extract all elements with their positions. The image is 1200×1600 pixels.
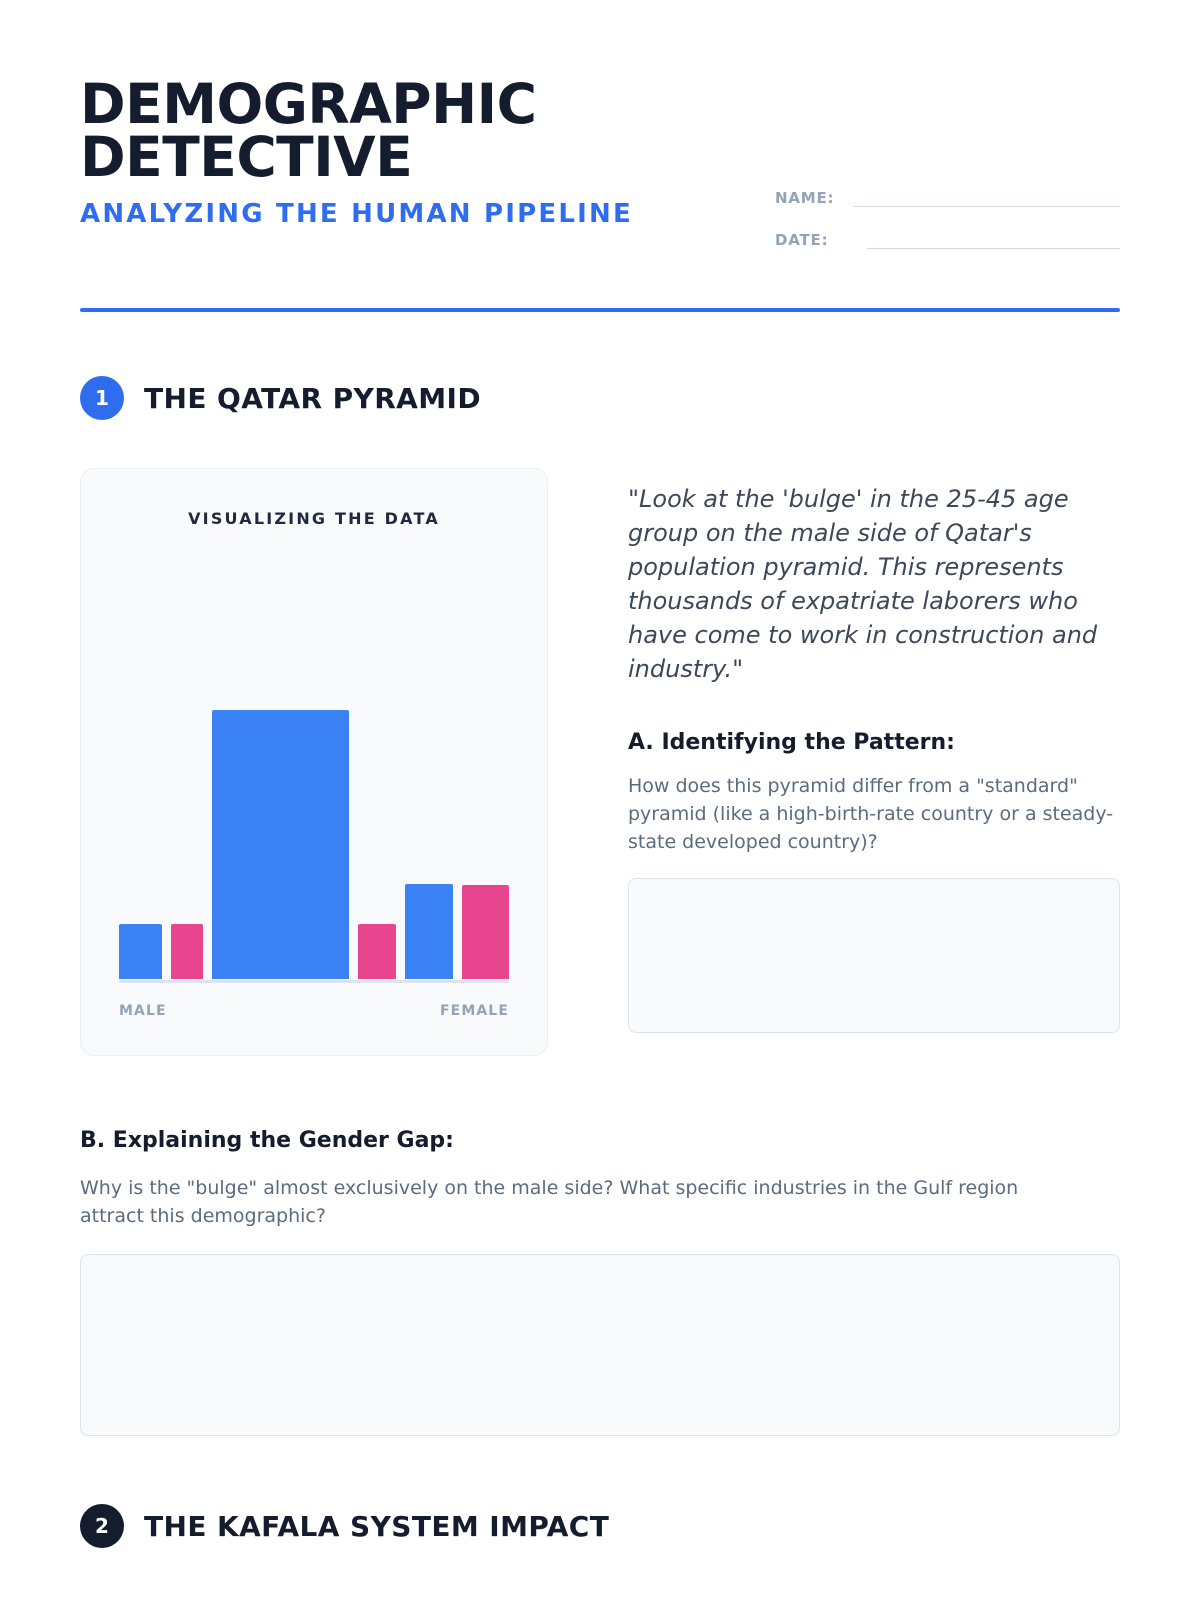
bar-25-45-female	[358, 924, 396, 979]
question-a-answer-box[interactable]	[628, 878, 1120, 1034]
section-1-title: THE QATAR PYRAMID	[144, 381, 481, 415]
date-input[interactable]	[867, 228, 1120, 249]
page-title: DEMOGRAPHIC DETECTIVE	[80, 77, 633, 185]
section-1-header: 1 THE QATAR PYRAMID	[80, 376, 1120, 420]
analyst-quote: "Look at the 'bulge' in the 25-45 age gr…	[628, 485, 1098, 684]
section-1-right-column: "Look at the 'bulge' in the 25-45 age gr…	[628, 468, 1120, 1034]
section-1-number-badge: 1	[80, 376, 124, 420]
date-field-row: DATE:	[775, 228, 1120, 249]
section-2-number-badge: 2	[80, 1504, 124, 1549]
section-2-header: 2 THE KAFALA SYSTEM IMPACT	[80, 1504, 1120, 1549]
name-input[interactable]	[853, 186, 1120, 207]
chart-axis-labels: MALE FEMALE	[119, 1003, 509, 1019]
page-subtitle: ANALYZING THE HUMAN PIPELINE	[80, 198, 633, 229]
axis-label-male: MALE	[119, 1003, 167, 1019]
chart-title: VISUALIZING THE DATA	[188, 509, 440, 528]
population-pyramid-chart	[119, 649, 509, 979]
chart-axis-line	[119, 980, 509, 983]
axis-label-female: FEMALE	[440, 1003, 509, 1019]
question-b-answer-box[interactable]	[80, 1254, 1120, 1437]
student-meta-block: NAME: DATE:	[775, 186, 1120, 270]
page-title-line-2: DETECTIVE	[80, 125, 413, 190]
bar-46-plus-female	[462, 885, 509, 979]
section-1-body: VISUALIZING THE DATA MALE FEMALE "Look a…	[80, 468, 1120, 1056]
page-header: DEMOGRAPHIC DETECTIVE ANALYZING THE HUMA…	[80, 0, 1120, 270]
name-label: NAME:	[775, 189, 835, 207]
name-field-row: NAME:	[775, 186, 1120, 207]
date-label: DATE:	[775, 231, 829, 249]
title-block: DEMOGRAPHIC DETECTIVE ANALYZING THE HUMA…	[80, 77, 633, 229]
page-title-line-1: DEMOGRAPHIC	[80, 72, 537, 136]
question-b-block: B. Explaining the Gender Gap: Why is the…	[80, 1128, 1120, 1437]
population-pyramid-chart-card: VISUALIZING THE DATA MALE FEMALE	[80, 468, 548, 1056]
bar-0-24-male	[119, 924, 162, 979]
header-divider	[80, 308, 1120, 312]
question-a-heading: A. Identifying the Pattern:	[628, 730, 955, 756]
bar-25-45-male	[212, 710, 349, 979]
bar-0-24-female	[171, 924, 203, 979]
question-b-heading: B. Explaining the Gender Gap:	[80, 1128, 454, 1153]
question-b-prompt: Why is the "bulge" almost exclusively on…	[80, 1177, 1019, 1227]
bar-46-plus-male	[405, 884, 453, 979]
section-2-title: THE KAFALA SYSTEM IMPACT	[144, 1509, 610, 1543]
question-a-prompt: How does this pyramid differ from a "sta…	[628, 775, 1114, 853]
